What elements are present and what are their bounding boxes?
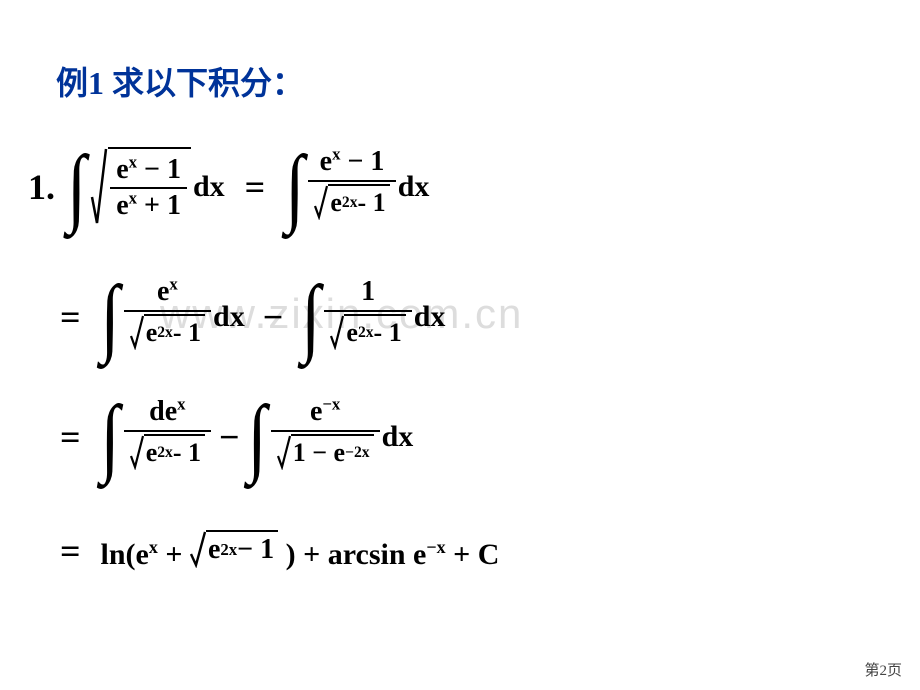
dx: dx xyxy=(193,170,225,204)
fraction: ex − 1 e2x - 1 xyxy=(308,145,395,230)
equation-row-2: = ∫ ex e2x - 1 dx − ∫ 1 e2x - 1 dx xyxy=(40,275,445,360)
fraction: dex e2x - 1 xyxy=(124,395,211,480)
equation-row-1: 1. ∫ ex − 1 ex + 1 dx = ∫ ex − 1 e2x - 1… xyxy=(28,145,429,230)
equals-sign: = xyxy=(60,416,81,458)
equation-row-3: = ∫ dex e2x - 1 − ∫ e−x 1 − e−2x dx xyxy=(40,395,413,480)
dx: dx xyxy=(213,300,245,334)
integral-sign: ∫ xyxy=(67,157,86,218)
equals-sign: = xyxy=(60,296,81,338)
page-title: 例1 求以下积分： xyxy=(56,58,304,104)
page-number: 第2页 xyxy=(864,659,902,680)
minus-sign: − xyxy=(219,416,240,458)
integral-sign: ∫ xyxy=(101,407,120,468)
fraction: ex e2x - 1 xyxy=(124,275,211,360)
dx: dx xyxy=(398,170,430,204)
equals-sign: = xyxy=(60,530,81,572)
integral-sign: ∫ xyxy=(285,157,304,218)
integral-sign: ∫ xyxy=(101,287,120,348)
fraction: e−x 1 − e−2x xyxy=(271,395,380,480)
dx: dx xyxy=(414,300,446,334)
dx: dx xyxy=(382,420,414,454)
minus-sign: − xyxy=(263,296,284,338)
integral-sign: ∫ xyxy=(301,287,320,348)
item-number: 1. xyxy=(28,166,55,208)
fraction: 1 e2x - 1 xyxy=(324,275,411,360)
final-expression: ln(ex + e2x − 1 ) + arcsin e−x + C xyxy=(101,530,500,572)
equals-sign: = xyxy=(245,166,266,208)
integral-sign: ∫ xyxy=(248,407,267,468)
equation-row-4: = ln(ex + e2x − 1 ) + arcsin e−x + C xyxy=(40,530,499,572)
sqrt-fraction: ex − 1 ex + 1 xyxy=(90,147,191,227)
